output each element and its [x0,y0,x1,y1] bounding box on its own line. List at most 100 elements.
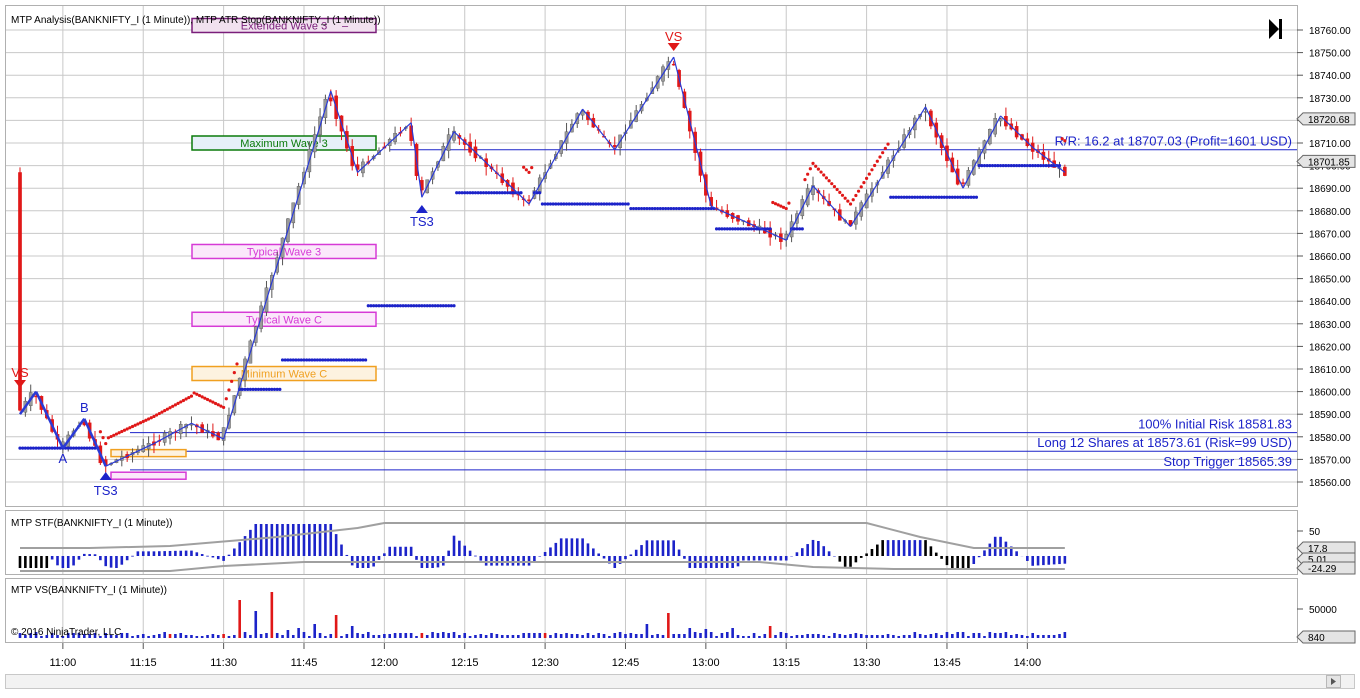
risk-line-label: Long 12 Shares at 18573.61 (Risk=99 USD) [1037,435,1292,450]
atr-stop-dot [873,164,876,167]
atr-stop-dot [886,143,889,146]
volume-bar [1031,633,1034,638]
stf-histogram-bar [678,550,681,556]
volume-bar [571,634,574,638]
x-tick-label: 11:00 [50,657,77,669]
stf-histogram-bar [94,554,97,556]
volume-bar [281,635,284,638]
volume-bar [737,635,740,638]
stf-histogram-bar [335,534,338,556]
volume-bar [538,633,541,638]
vs-panel[interactable] [6,579,1298,643]
x-tick-label: 13:15 [772,657,800,669]
volume-bar [576,634,579,638]
volume-bar [763,634,766,638]
volume-bar [935,633,938,638]
stf-histogram-bar [914,540,917,556]
stf-histogram-bar [924,540,927,556]
volume-bar [603,634,606,638]
stf-histogram-bar [897,540,900,556]
stf-histogram-bar [222,556,225,561]
volume-bar [780,632,783,638]
copyright-text: © 2016 NinjaTrader, LLC [11,627,121,638]
stf-histogram-bar [72,556,75,565]
x-tick-label: 12:00 [371,657,399,669]
stf-histogram-bar [785,556,788,561]
stf-histogram-bar [147,551,150,556]
x-tick-label: 12:45 [612,657,640,669]
stf-histogram-bar [319,524,322,556]
stf-histogram-bar [881,540,884,556]
volume-bar [994,633,997,638]
volume-bar [308,636,311,638]
volume-bar [458,635,461,638]
stf-histogram-bar [522,556,525,566]
stf-histogram-bar [1053,556,1056,564]
scroll-right-icon[interactable] [1327,676,1341,688]
volume-bar [962,632,965,638]
stf-histogram-bar [399,547,402,556]
volume-bar [254,611,257,638]
stf-histogram-bar [747,556,750,561]
stf-histogram-bar [528,556,531,566]
volume-bar [688,628,691,638]
stf-histogram-bar [303,524,306,556]
stf-histogram-bar [110,556,113,568]
stf-histogram-bar [630,554,633,556]
volume-bar [967,636,970,638]
volume-bar [378,635,381,638]
stf-histogram-bar [951,556,954,568]
stf-histogram-bar [769,556,772,561]
volume-bar [839,634,842,638]
volume-bar [549,635,552,638]
volume-bar [169,634,172,638]
volume-bar [613,633,616,638]
volume-bar [678,634,681,638]
volume-bar [999,633,1002,638]
volume-bar [474,635,477,638]
volume-bar [544,633,547,638]
volume-bar [276,633,279,638]
stf-histogram-bar [24,556,27,568]
atr-stop-dot [522,166,525,169]
volume-bar [989,632,992,638]
volume-bar [501,635,504,638]
volume-bar [785,633,788,638]
stf-histogram-bar [238,542,241,556]
stf-histogram-bar [212,556,215,557]
stf-histogram-bar [410,547,413,556]
volume-bar [287,630,290,638]
wave-projection-box [111,472,186,479]
stf-histogram-bar [978,556,981,557]
value-tag-label: 840 [1308,633,1325,644]
volume-bar [796,635,799,638]
stf-histogram-bar [447,551,450,556]
y-tick-label: 18760.00 [1309,26,1351,37]
atr-stop-dot [811,162,814,165]
value-tag-label: 18720.68 [1308,115,1350,126]
stf-histogram-bar [287,524,290,556]
volume-bar [469,636,472,638]
pattern-label: VS [665,29,683,44]
volume-bar [667,613,670,638]
volume-bar [340,636,343,638]
atr-stop-dot [222,406,225,409]
volume-bar [297,628,300,638]
volume-bar [758,636,761,638]
atr-stop-dot [833,185,836,188]
volume-bar [951,634,954,638]
volume-bar [463,633,466,638]
volume-bar [1010,635,1013,638]
volume-bar [876,635,879,638]
volume-bar [1037,635,1040,638]
atr-stop-dot [1063,139,1066,142]
risk-line-label: Stop Trigger 18565.39 [1163,454,1292,469]
horizontal-scrollbar[interactable] [6,675,1355,689]
volume-bar [137,635,140,638]
stf-histogram-bar [624,556,627,559]
stf-histogram-bar [469,551,472,556]
stf-histogram-bar [672,540,675,556]
volume-bar [812,634,815,638]
volume-bar [1058,634,1061,638]
volume-bar [453,632,456,638]
